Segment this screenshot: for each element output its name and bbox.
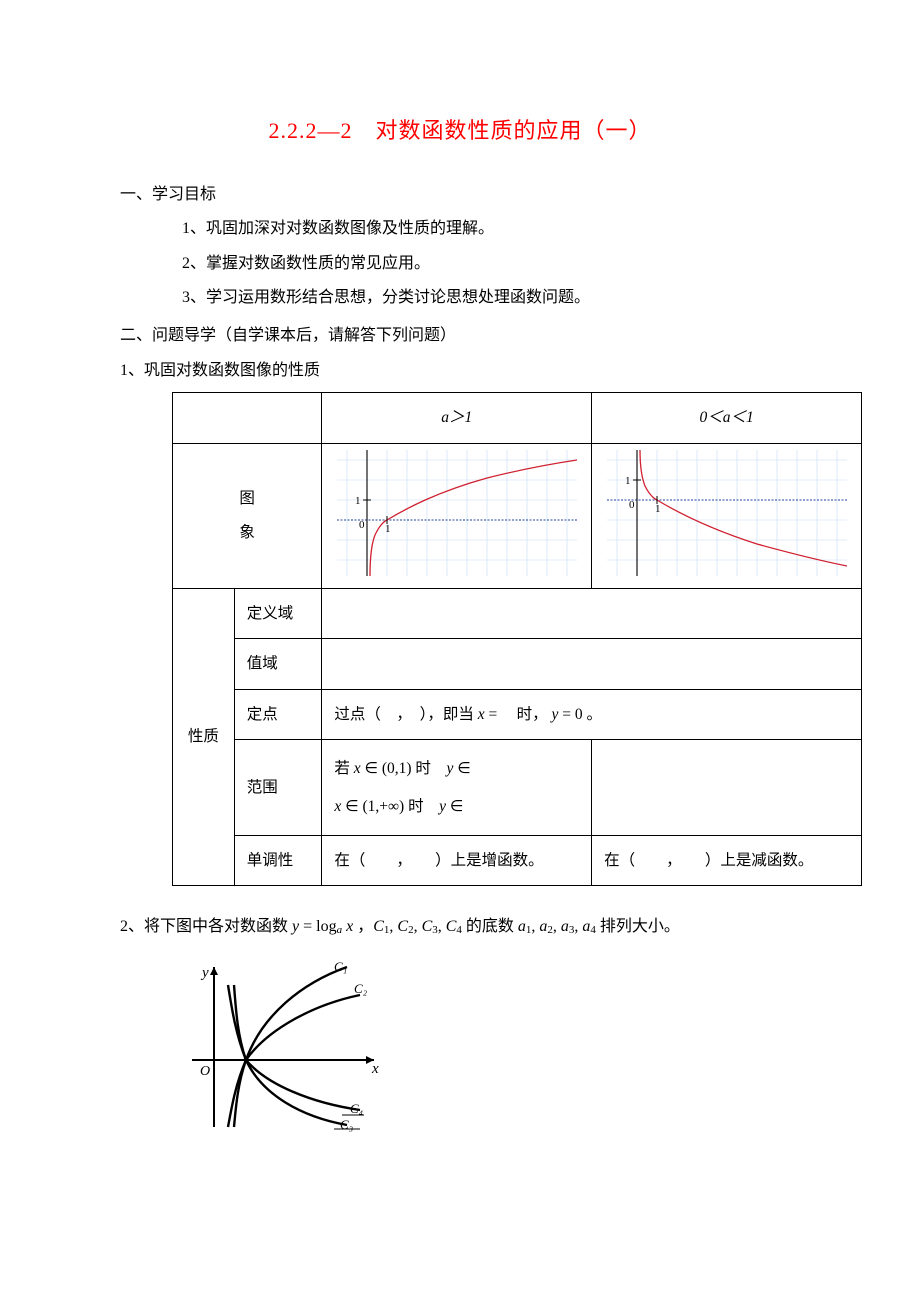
table-corner: [173, 393, 322, 443]
log-decreasing-chart: 0 1 1: [607, 450, 847, 576]
row-image-label: 图象: [173, 443, 322, 588]
domain-cell: [322, 589, 862, 639]
section-1-heading: 一、学习目标: [120, 180, 800, 210]
y-axis-label: y: [200, 965, 209, 981]
sub-fixed-label: 定点: [234, 689, 322, 739]
x-axis-label: x: [371, 1061, 379, 1077]
sub-mono-label: 单调性: [234, 835, 322, 885]
graph-0-a-1: 0 1 1: [592, 443, 862, 588]
section-2-heading: 二、问题导学（自学课本后，请解答下列问题）: [120, 321, 800, 351]
mono-inc-cell: 在（ ， ）上是增函数。: [322, 835, 592, 885]
sub-range-label: 值域: [234, 639, 322, 689]
range-cell: [322, 639, 862, 689]
question-2: 2、将下图中各对数函数 y = loga x ，C1, C2, C3, C4 的…: [120, 912, 800, 942]
row-properties-label: 性质: [173, 589, 235, 886]
graph-a-gt-1: 0 1 1: [322, 443, 592, 588]
properties-table: a＞1 0＜a＜1 图象: [172, 392, 862, 886]
x-tick-1b: 1: [655, 503, 661, 515]
four-log-curves: y x O C₁ C₂ C₄ C₃: [182, 955, 382, 1135]
goal-item-1: 1、巩固加深对对数函数图像及性质的理解。: [182, 214, 800, 244]
origin-label-2: 0: [629, 499, 635, 511]
sub-domain-label: 定义域: [234, 589, 322, 639]
goal-item-2: 2、掌握对数函数性质的常见应用。: [182, 249, 800, 279]
figure-2: y x O C₁ C₂ C₄ C₃: [182, 955, 800, 1146]
origin-label: 0: [359, 519, 365, 531]
mono-dec-cell: 在（ ， ）上是减函数。: [592, 835, 862, 885]
y-tick-1: 1: [355, 495, 361, 507]
origin-o-label: O: [200, 1064, 210, 1079]
curve-c3-label: C₃: [340, 1117, 353, 1132]
question-1: 1、巩固对数函数图像的性质: [120, 356, 800, 386]
fixed-point-cell: 过点（ ， ），即当 x = 时， y = 0 。: [322, 689, 862, 739]
col-0-a-1: 0＜a＜1: [592, 393, 862, 443]
curve-c2-label: C₂: [354, 981, 368, 996]
range-0-a-1: [592, 740, 862, 835]
sub-range2-label: 范围: [234, 740, 322, 835]
x-tick-1: 1: [385, 523, 391, 535]
range-a-gt-1: 若 x ∈ (0,1) 时 y ∈ x ∈ (1,+∞) 时 y ∈: [322, 740, 592, 835]
curve-c1-label: C₁: [334, 959, 347, 974]
goal-item-3: 3、学习运用数形结合思想，分类讨论思想处理函数问题。: [182, 283, 800, 313]
page-title: 2.2.2—2 对数函数性质的应用（一）: [120, 110, 800, 152]
curve-c4-label: C₄: [350, 1101, 364, 1116]
log-increasing-chart: 0 1 1: [337, 450, 577, 576]
y-tick-1b: 1: [625, 475, 631, 487]
col-a-gt-1: a＞1: [322, 393, 592, 443]
